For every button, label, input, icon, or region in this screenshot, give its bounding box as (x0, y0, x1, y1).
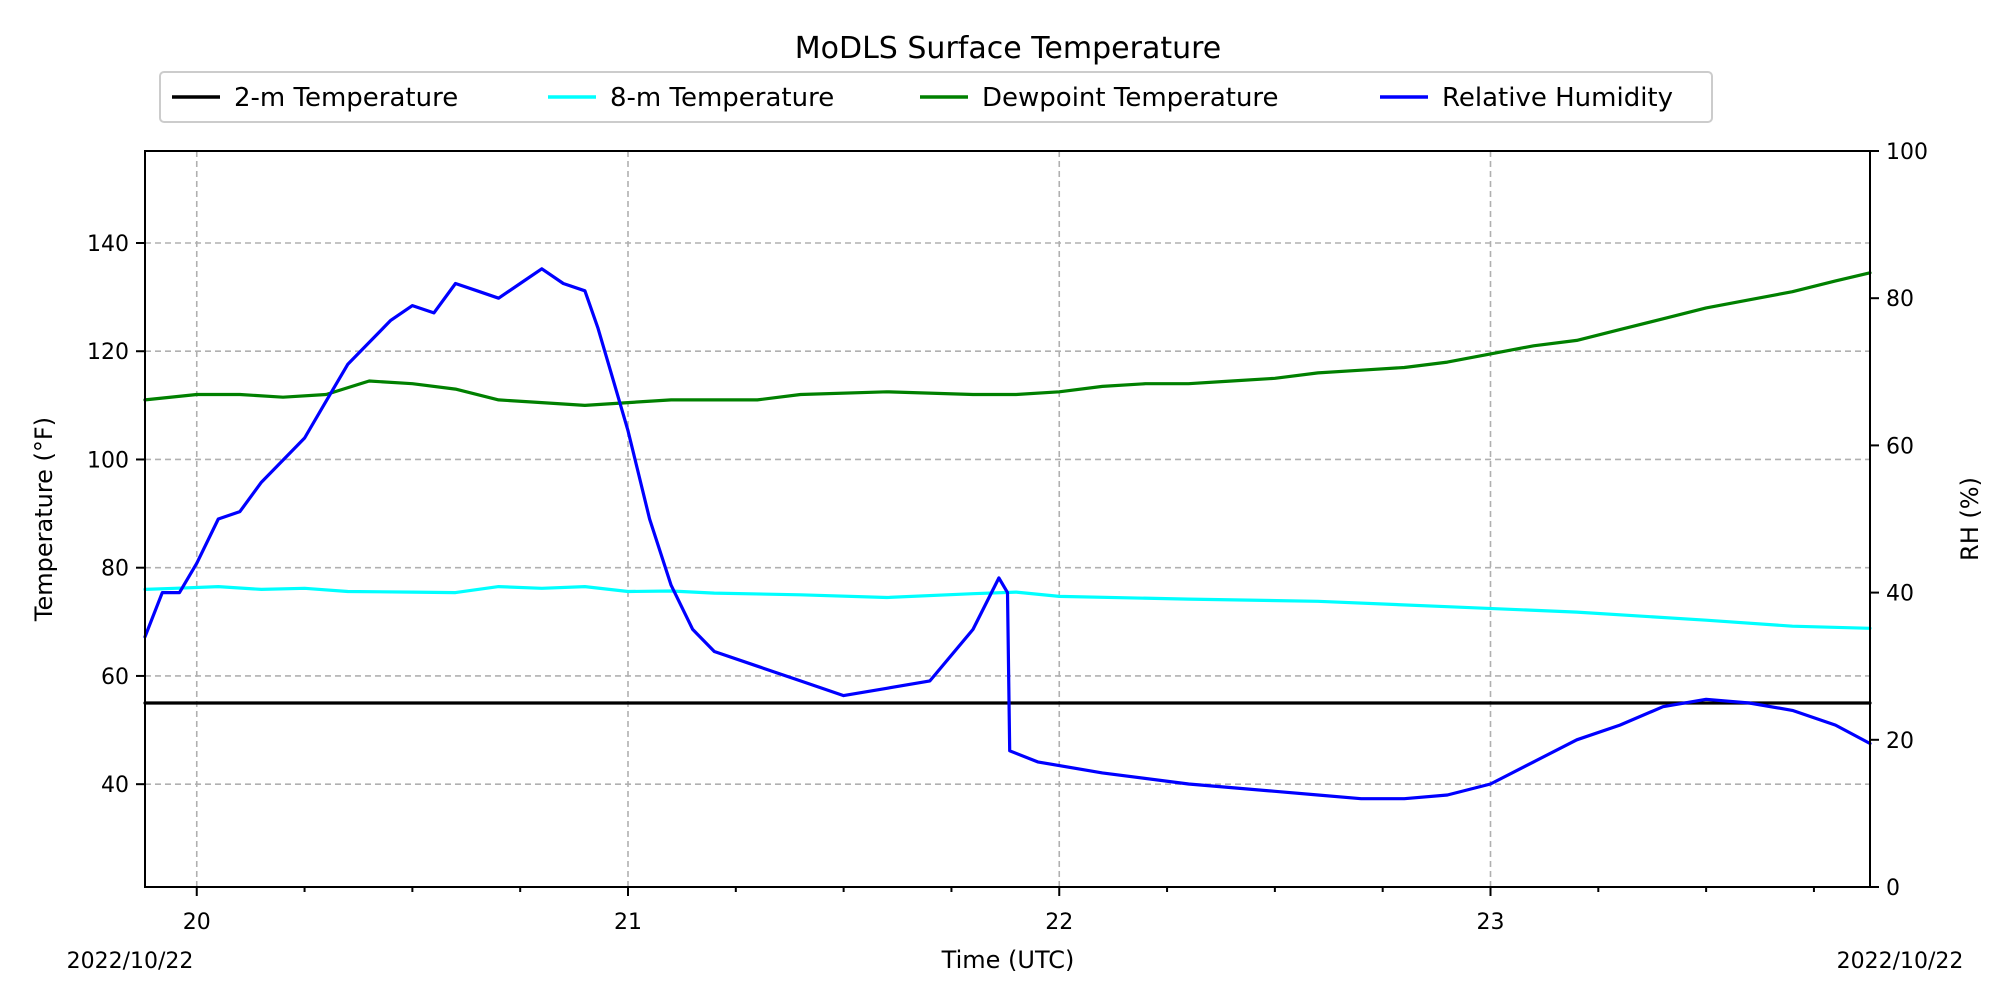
legend-items: 2-m Temperature 8-m Temperature Dewpoint T… (172, 83, 1673, 113)
plot-frame (144, 150, 1871, 888)
x-tick-label: 22 (1045, 910, 1073, 935)
y-right-tick-label: 60 (1886, 434, 1914, 459)
y-left-tick-label: 140 (87, 232, 129, 257)
y-left-tick-label: 100 (87, 448, 129, 473)
y-right-tick-label: 0 (1886, 876, 1900, 901)
y-axis-right-title: RH (%) (1956, 477, 1984, 561)
y-axis-left-title: Temperature (°F) (30, 417, 58, 622)
y-left-tick-label: 40 (101, 773, 129, 798)
x-tick-label: 21 (614, 910, 642, 935)
y-right-tick-label: 20 (1886, 729, 1914, 754)
series-layer (143, 267, 1872, 801)
series-line-relative-humidity (143, 267, 1872, 801)
y-axis-right: 0 20 40 60 80 100 (1870, 140, 1928, 901)
y-left-tick-label: 60 (101, 665, 129, 690)
x-axis-title: Time (UTC) (941, 946, 1075, 974)
y-right-tick-label: 100 (1886, 140, 1928, 165)
chart-title: MoDLS Surface Temperature (795, 31, 1222, 66)
date-label-right: 2022/10/22 (1837, 949, 1964, 974)
y-right-tick-label: 80 (1886, 287, 1914, 312)
legend-label: 8-m Temperature (610, 83, 834, 113)
x-tick-label: 23 (1477, 910, 1505, 935)
series-line-dewpoint-temperature (143, 271, 1872, 407)
y-left-tick-label: 80 (101, 557, 129, 582)
x-tick-label: 20 (183, 910, 211, 935)
legend: 2-m Temperature 8-m Temperature Dewpoint T… (159, 71, 1713, 123)
y-axis-left: 40 60 80 100 120 140 (87, 232, 145, 798)
y-right-tick-label: 40 (1886, 582, 1914, 607)
legend-label: Dewpoint Temperature (982, 83, 1279, 113)
legend-label: Relative Humidity (1442, 83, 1673, 113)
y-left-tick-label: 120 (87, 340, 129, 365)
series-line-8-m-temperature (143, 585, 1872, 630)
legend-label: 2-m Temperature (234, 83, 458, 113)
date-label-left: 2022/10/22 (67, 949, 194, 974)
x-axis: 20 21 22 23 (183, 887, 1815, 935)
